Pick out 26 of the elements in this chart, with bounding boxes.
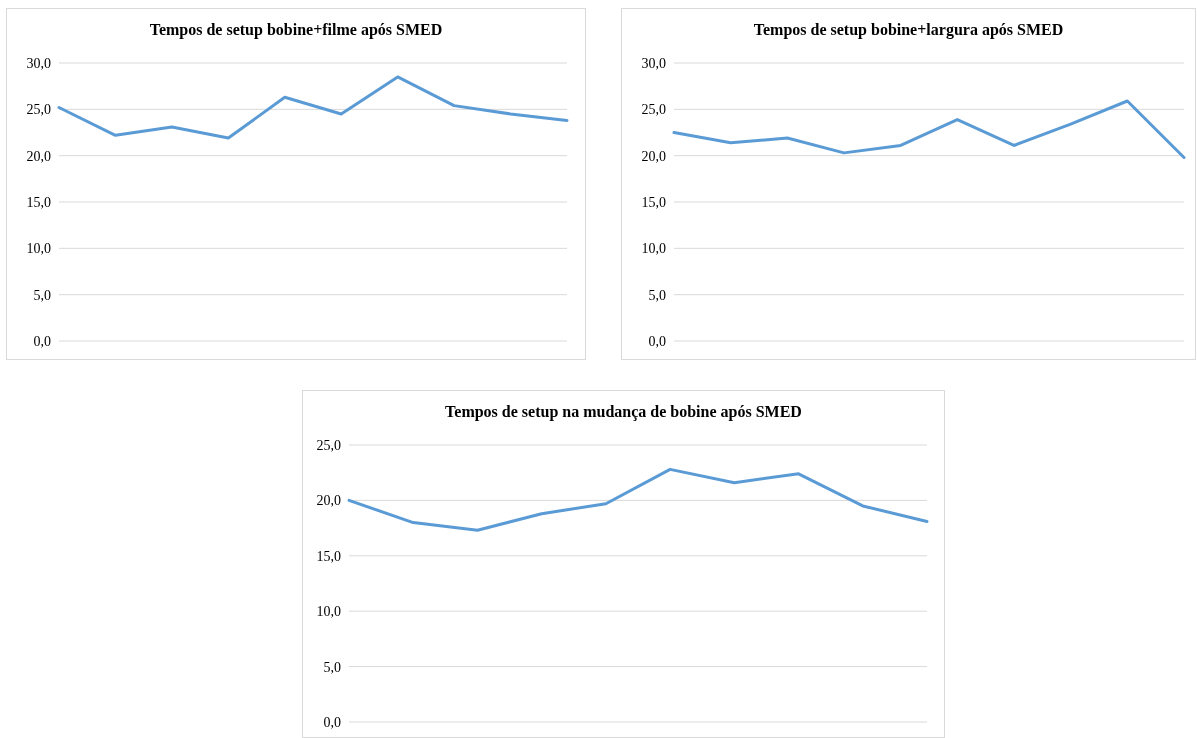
y-tick-label: 20,0 (316, 493, 341, 509)
y-tick-label: 10,0 (316, 604, 341, 620)
y-tick-label: 10,0 (26, 241, 51, 257)
y-tick-label: 0,0 (33, 333, 51, 349)
y-tick-label: 15,0 (641, 194, 666, 210)
y-tick-label: 20,0 (641, 148, 666, 164)
y-tick-label: 15,0 (316, 548, 341, 564)
chart-title: Tempos de setup bobine+filme após SMED (148, 21, 444, 39)
line-series (57, 75, 569, 140)
chart-title: Tempos de setup na mudança de bobine após SMED (444, 403, 803, 421)
chart-title: Tempos de setup bobine+largura após SMED (752, 21, 1065, 39)
y-tick-label: 5,0 (33, 287, 51, 303)
line-series (672, 99, 1186, 160)
y-tick-label: 25,0 (26, 102, 51, 118)
y-tick-label: 30,0 (26, 55, 51, 71)
y-tick-label: 20,0 (26, 148, 51, 164)
y-tick-label: 25,0 (641, 102, 666, 118)
y-tick-label: 5,0 (323, 659, 341, 675)
y-tick-label: 5,0 (648, 287, 666, 303)
y-tick-label: 10,0 (641, 241, 666, 257)
y-tick-label: 0,0 (323, 714, 341, 730)
y-tick-label: 0,0 (648, 333, 666, 349)
line-series (347, 467, 929, 532)
y-tick-label: 25,0 (316, 437, 341, 453)
y-tick-label: 15,0 (26, 194, 51, 210)
y-tick-label: 30,0 (641, 55, 666, 71)
